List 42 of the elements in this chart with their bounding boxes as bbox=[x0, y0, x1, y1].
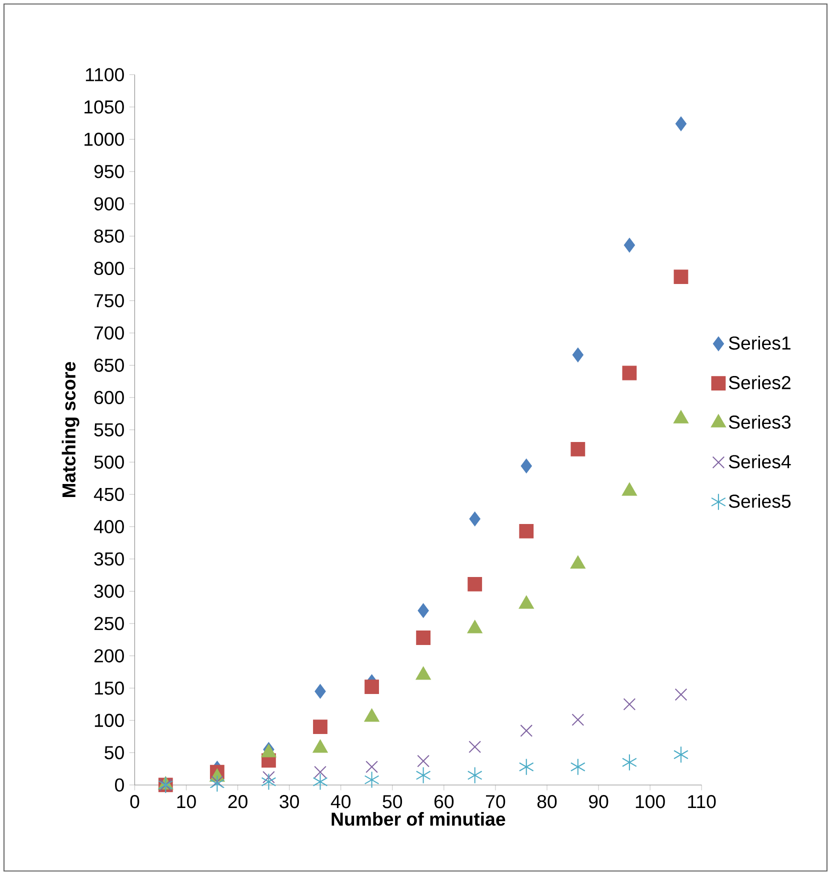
y-tick-label: 1050 bbox=[84, 100, 124, 114]
legend-label: Series5 bbox=[728, 494, 791, 508]
x-tick-label: 20 bbox=[228, 794, 248, 808]
y-tick-label: 800 bbox=[94, 262, 124, 276]
y-tick-label: 400 bbox=[94, 520, 124, 534]
y-tick-label: 950 bbox=[94, 164, 124, 178]
y-tick-label: 1100 bbox=[86, 68, 124, 82]
y-tick-label: 350 bbox=[94, 552, 124, 566]
y-tick-label: 300 bbox=[94, 584, 124, 598]
y-tick-label: 50 bbox=[104, 746, 124, 760]
legend-label: Series1 bbox=[728, 336, 790, 350]
y-axis-title: Matching score bbox=[62, 362, 80, 498]
y-tick-label: 450 bbox=[94, 488, 124, 502]
y-tick-label: 250 bbox=[94, 616, 124, 630]
y-tick-label: 200 bbox=[94, 649, 124, 662]
x-tick-label: 10 bbox=[177, 794, 196, 808]
x-tick-label: 80 bbox=[537, 794, 557, 808]
legend-label: Series2 bbox=[728, 376, 790, 390]
y-tick-label: 0 bbox=[115, 778, 124, 792]
y-tick-label: 550 bbox=[94, 423, 124, 436]
y-tick-label: 650 bbox=[94, 358, 124, 372]
y-tick-label: 750 bbox=[94, 294, 124, 308]
x-tick-label: 90 bbox=[589, 794, 608, 808]
x-tick-label: 50 bbox=[382, 794, 402, 808]
y-tick-label: 150 bbox=[94, 681, 124, 695]
y-tick-label: 850 bbox=[94, 229, 124, 243]
x-axis-title: Number of minutiae bbox=[332, 812, 506, 826]
x-tick-label: 100 bbox=[636, 794, 665, 808]
y-tick-label: 900 bbox=[94, 197, 124, 210]
y-tick-label: 1000 bbox=[84, 132, 124, 146]
x-tick-label: 70 bbox=[486, 794, 506, 808]
y-tick-label: 700 bbox=[94, 326, 124, 340]
y-tick-label: 100 bbox=[94, 714, 124, 728]
legend-label: Series4 bbox=[728, 454, 791, 468]
x-tick-label: 110 bbox=[688, 794, 716, 808]
x-tick-label: 60 bbox=[434, 794, 454, 808]
x-tick-label: 30 bbox=[280, 794, 299, 808]
y-tick-label: 500 bbox=[94, 455, 124, 469]
y-tick-label: 600 bbox=[94, 390, 124, 404]
x-tick-label: 40 bbox=[330, 794, 351, 808]
legend-label: Series3 bbox=[728, 415, 791, 429]
x-tick-label: 0 bbox=[130, 794, 140, 808]
